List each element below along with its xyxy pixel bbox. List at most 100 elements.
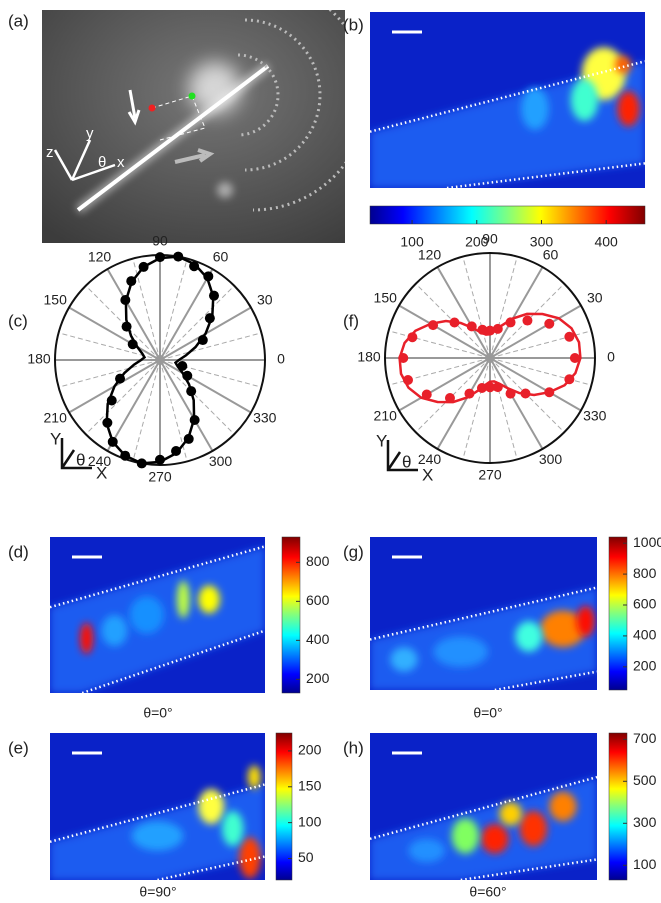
data-point <box>186 386 197 397</box>
minor-spoke <box>85 285 161 361</box>
data-point <box>522 315 533 326</box>
minor-spoke <box>388 357 491 386</box>
data-point <box>492 323 503 334</box>
hotspot <box>570 78 599 122</box>
data-point <box>173 251 184 262</box>
axis-icon-label: X <box>422 465 433 484</box>
edge-dotted <box>157 855 265 880</box>
axis-label: x <box>117 154 125 171</box>
data-point <box>485 382 495 393</box>
hotspot <box>499 802 523 826</box>
angle-label: 210 <box>44 410 68 426</box>
data-point <box>177 360 188 371</box>
spoke <box>159 359 252 414</box>
edge-dotted <box>370 586 597 641</box>
panel-label: (e) <box>8 738 29 757</box>
minor-spoke <box>58 359 161 388</box>
colorbar-tick-label: 800 <box>633 565 657 581</box>
colorbar <box>608 732 628 881</box>
data-point <box>120 450 131 461</box>
hotspot <box>131 821 184 851</box>
hotspot <box>247 765 261 789</box>
data-point <box>505 317 516 328</box>
data-point <box>120 294 131 305</box>
minor-spoke <box>132 359 161 462</box>
colorbar <box>369 205 646 225</box>
colorbar-tick-label: 150 <box>298 777 322 793</box>
colorbar <box>275 732 293 881</box>
data-point <box>407 332 418 343</box>
angle-label: 0 <box>607 349 615 365</box>
hotspot <box>451 818 479 854</box>
minor-spoke <box>85 359 161 435</box>
hotspot <box>101 615 128 647</box>
red-dot <box>148 104 156 112</box>
angle-label: 300 <box>209 453 233 469</box>
data-point <box>155 454 165 465</box>
angle-label: 120 <box>418 247 442 263</box>
data-point <box>492 382 503 393</box>
panel-label: (f) <box>343 311 359 330</box>
spoke <box>436 357 491 450</box>
edge-dotted <box>50 545 265 609</box>
edge-dotted <box>370 775 597 841</box>
colorbar-tick-label: 500 <box>633 772 657 788</box>
panel-label: (c) <box>8 311 28 330</box>
angle-label: 330 <box>583 408 607 424</box>
angle-label: 120 <box>88 249 112 265</box>
data-point <box>208 290 219 301</box>
angle-label: 90 <box>482 231 498 247</box>
hotspot <box>239 837 261 879</box>
angle-label: 270 <box>148 469 172 485</box>
data-point <box>466 321 477 332</box>
data-point <box>402 374 413 385</box>
axis-icon <box>386 440 418 472</box>
data-point <box>204 313 215 324</box>
axis-label: y <box>86 125 94 142</box>
data-point <box>505 388 516 399</box>
heatmap <box>370 537 597 690</box>
spoke <box>68 306 161 361</box>
hotspot <box>129 596 164 634</box>
hotspot <box>198 788 225 825</box>
wave-arc <box>252 10 345 212</box>
minor-spoke <box>489 357 518 460</box>
data-point <box>564 331 575 342</box>
data-point <box>428 320 439 331</box>
hotspot <box>198 585 220 614</box>
edge-dotted <box>494 670 597 690</box>
angle-label: 150 <box>374 290 398 306</box>
caption: θ=90° <box>139 884 176 900</box>
data-point <box>107 436 118 447</box>
angle-label: 30 <box>587 290 603 306</box>
hotspot <box>408 838 445 863</box>
data-point <box>564 374 575 385</box>
panel-label: (b) <box>343 15 364 34</box>
data-point <box>183 433 194 444</box>
angle-label: 210 <box>374 408 398 424</box>
angle-label: 270 <box>478 467 502 483</box>
data-point <box>544 318 555 329</box>
minor-spoke <box>489 357 592 386</box>
spoke <box>489 266 544 359</box>
micrograph: z yθ x <box>42 10 345 243</box>
colorbar-tick-label: 400 <box>633 627 657 643</box>
hotspot <box>521 87 549 130</box>
minor-spoke <box>159 285 235 361</box>
heatmap <box>50 733 265 880</box>
minor-spoke <box>462 357 491 460</box>
colorbar-tick-label: 800 <box>306 553 330 569</box>
panel-label: (h) <box>343 738 364 757</box>
colorbar-tick-label: 600 <box>306 592 330 608</box>
angle-label: 300 <box>539 451 563 467</box>
axes <box>53 139 116 182</box>
axis-icon <box>60 438 92 470</box>
data-point <box>115 373 126 384</box>
minor-spoke <box>159 359 188 462</box>
minor-spoke <box>159 258 188 361</box>
minor-spoke <box>489 256 518 359</box>
data-point <box>520 388 531 399</box>
hotspot <box>576 605 595 637</box>
wire-region <box>370 587 597 690</box>
